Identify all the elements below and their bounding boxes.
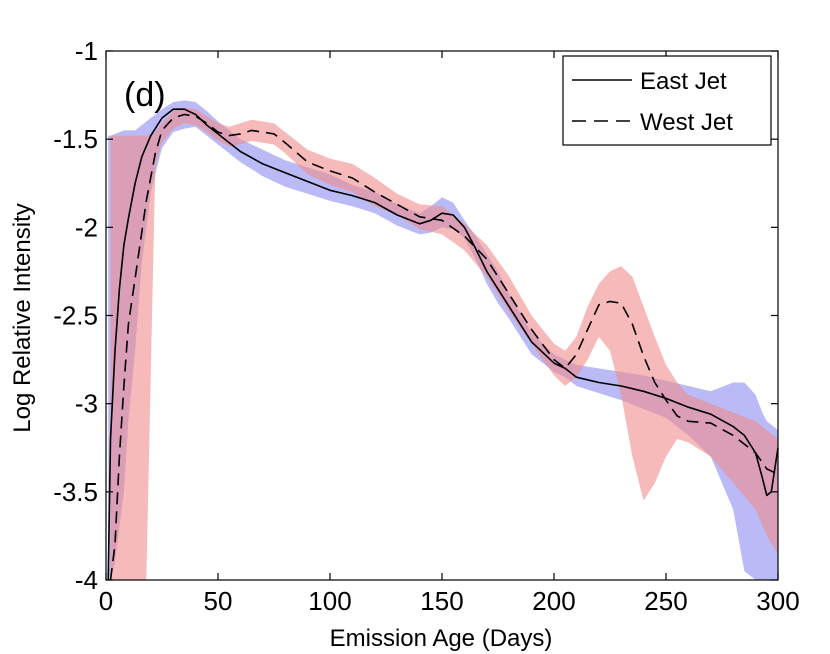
series-line-east-jet [107,108,779,581]
legend-label-east-jet: East Jet [640,68,727,95]
y-tick-label: -2.5 [53,301,98,331]
x-tick-label: 50 [204,586,233,616]
y-tick-label: -2 [75,212,98,242]
x-tick-label: 200 [532,586,575,616]
series-line-west-jet [109,113,779,581]
y-tick-label: -3 [75,389,98,419]
y-tick-label: -1.5 [53,124,98,154]
legend: East Jet West Jet [562,55,772,146]
x-axis-title: Emission Age (Days) [330,625,553,652]
y-tick-label: -4 [75,565,98,595]
band-west-jet [110,107,778,581]
x-tick-label: 300 [756,586,799,616]
x-tick-label: 250 [644,586,687,616]
y-tick-label: -3.5 [53,477,98,507]
y-axis-title: Log Relative Intensity [9,203,36,432]
series-lines [107,108,779,581]
legend-box [562,55,772,146]
axis-ticks: 0 50 100 150 200 250 300 -1 -1.5 -2 -2.5 -3 -3.5 -4 [53,36,800,616]
x-tick-label: 0 [99,586,113,616]
legend-label-west-jet: West Jet [640,109,733,136]
panel-label: (d) [124,76,166,114]
y-tick-label: -1 [75,36,98,66]
confidence-bands [108,100,778,581]
x-tick-label: 150 [420,586,463,616]
x-tick-label: 100 [308,586,351,616]
